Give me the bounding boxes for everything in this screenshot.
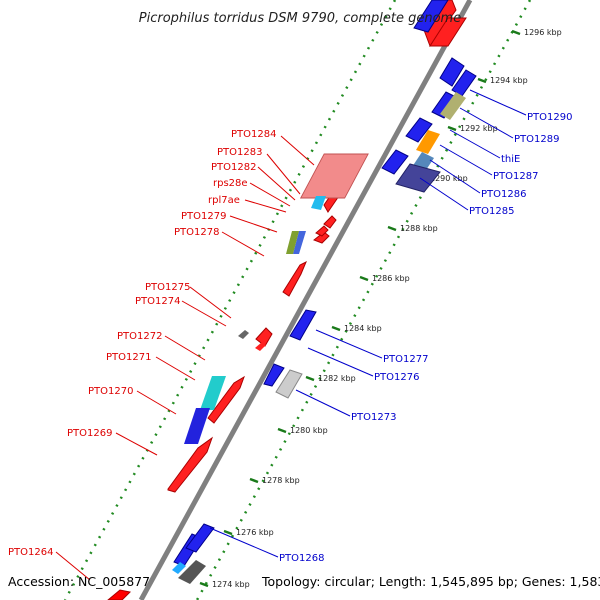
kbp-label-0: 1296 kbp (524, 28, 562, 37)
gene-pto1276[interactable] (263, 363, 285, 387)
block-orange-thiE (416, 130, 440, 154)
forward-gene-labels: PTO1290 PTO1289 thiE PTO1287 PTO1286 PTO… (279, 112, 572, 564)
label-pto1290[interactable]: PTO1290 (527, 112, 572, 123)
inner-track-left (63, 0, 397, 600)
label-pto1286[interactable]: PTO1286 (481, 189, 526, 200)
block-blue-pto1269 (184, 408, 210, 444)
gene-pto1285[interactable] (395, 163, 441, 193)
label-pto1264[interactable]: PTO1264 (8, 547, 53, 558)
gene-pto1277[interactable] (289, 309, 317, 341)
forward-strand-genes (172, 0, 477, 584)
kbp-ticks (199, 29, 521, 588)
kbp-label-11: 1274 kbp (212, 580, 250, 589)
gene-rpl7ae[interactable] (315, 225, 329, 237)
genome-backbone (138, 0, 473, 600)
kbp-label-7: 1282 kbp (318, 374, 356, 383)
label-rps28e[interactable]: rps28e (213, 178, 248, 189)
kbp-tick-5 (359, 275, 369, 282)
block-olive-pto1279 (286, 231, 299, 254)
gene-pto1292[interactable] (413, 0, 449, 33)
accession-text: Accession: NC_005877 (8, 574, 150, 589)
kbp-label-1: 1294 kbp (490, 76, 528, 85)
label-pto1268[interactable]: PTO1268 (279, 553, 324, 564)
label-pto1284[interactable]: PTO1284 (231, 129, 276, 140)
gene-thiE[interactable] (405, 117, 433, 143)
label-pto1271[interactable]: PTO1271 (106, 352, 151, 363)
label-thiE[interactable]: thiE (501, 154, 520, 165)
kbp-label-8: 1280 kbp (290, 426, 328, 435)
leader-lines (55, 89, 527, 581)
gene-pto1264[interactable] (107, 589, 132, 600)
inner-track-right (195, 0, 532, 600)
kbp-tick-1 (477, 77, 487, 84)
gene-rps28e[interactable] (323, 215, 337, 229)
map-title: Picrophilus torridus DSM 9790, complete … (139, 11, 461, 26)
gene-pto1269[interactable] (167, 436, 214, 493)
label-pto1273[interactable]: PTO1273 (351, 412, 396, 423)
label-pto1275[interactable]: PTO1275 (145, 282, 190, 293)
kbp-labels: 1296 kbp 1294 kbp 1292 kbp 1290 kbp 1288 kbp… (212, 28, 562, 589)
gene-pto1275[interactable] (238, 330, 249, 339)
kbp-tick-8 (277, 427, 287, 434)
gene-pto1266[interactable] (178, 560, 206, 584)
kbp-tick-4 (387, 225, 397, 232)
gene-pto1292-red[interactable] (429, 17, 467, 47)
label-pto1270[interactable]: PTO1270 (88, 386, 133, 397)
gene-pto1273[interactable] (275, 369, 303, 399)
label-pto1272[interactable]: PTO1272 (117, 331, 162, 342)
label-pto1283[interactable]: PTO1283 (217, 147, 262, 158)
kbp-label-4: 1288 kbp (400, 224, 438, 233)
gene-pto1272[interactable] (255, 327, 273, 347)
block-olive-pto1289 (440, 92, 466, 120)
label-pto1277[interactable]: PTO1277 (383, 354, 428, 365)
label-pto1282[interactable]: PTO1282 (211, 162, 256, 173)
kbp-tick-11 (199, 581, 209, 588)
block-blue-pto1279 (293, 231, 306, 254)
kbp-label-6: 1284 kbp (344, 324, 382, 333)
kbp-label-9: 1278 kbp (262, 476, 300, 485)
reverse-gene-labels: PTO1284 PTO1283 PTO1282 rps28e rpl7ae PT… (8, 129, 276, 558)
reverse-strand-genes (107, 0, 457, 600)
block-pink-pto1284 (299, 153, 369, 199)
gene-pto1278[interactable] (282, 260, 307, 297)
gene-pto1291[interactable] (439, 57, 465, 87)
gene-pto1270[interactable] (207, 375, 245, 424)
kbp-label-5: 1286 kbp (372, 274, 410, 283)
gene-pto1274-small[interactable] (255, 342, 266, 351)
kbp-tick-9 (249, 477, 259, 484)
kbp-tick-2 (447, 125, 457, 132)
label-pto1289[interactable]: PTO1289 (514, 134, 559, 145)
label-pto1279[interactable]: PTO1279 (181, 211, 226, 222)
label-pto1285[interactable]: PTO1285 (469, 206, 514, 217)
gene-pto1267[interactable] (185, 523, 215, 553)
label-pto1276[interactable]: PTO1276 (374, 372, 419, 383)
gene-pto1287[interactable] (381, 149, 409, 175)
kbp-tick-0 (511, 29, 521, 36)
kbp-label-10: 1276 kbp (236, 528, 274, 537)
block-cyan-rps28e (311, 196, 326, 210)
label-pto1287[interactable]: PTO1287 (493, 171, 538, 182)
kbp-tick-10 (223, 529, 233, 536)
gene-pto1265[interactable] (172, 562, 186, 574)
label-pto1274[interactable]: PTO1274 (135, 296, 180, 307)
label-pto1278[interactable]: PTO1278 (174, 227, 219, 238)
label-pto1269[interactable]: PTO1269 (67, 428, 112, 439)
block-teal-pto1270 (200, 376, 226, 410)
kbp-tick-7 (305, 375, 315, 382)
kbp-label-2: 1292 kbp (460, 124, 498, 133)
label-rpl7ae[interactable]: rpl7ae (208, 195, 240, 206)
kbp-tick-6 (331, 325, 341, 332)
kbp-label-3: 1290 kbp (430, 174, 468, 183)
summary-text: Topology: circular; Length: 1,545,895 bp… (261, 574, 600, 589)
